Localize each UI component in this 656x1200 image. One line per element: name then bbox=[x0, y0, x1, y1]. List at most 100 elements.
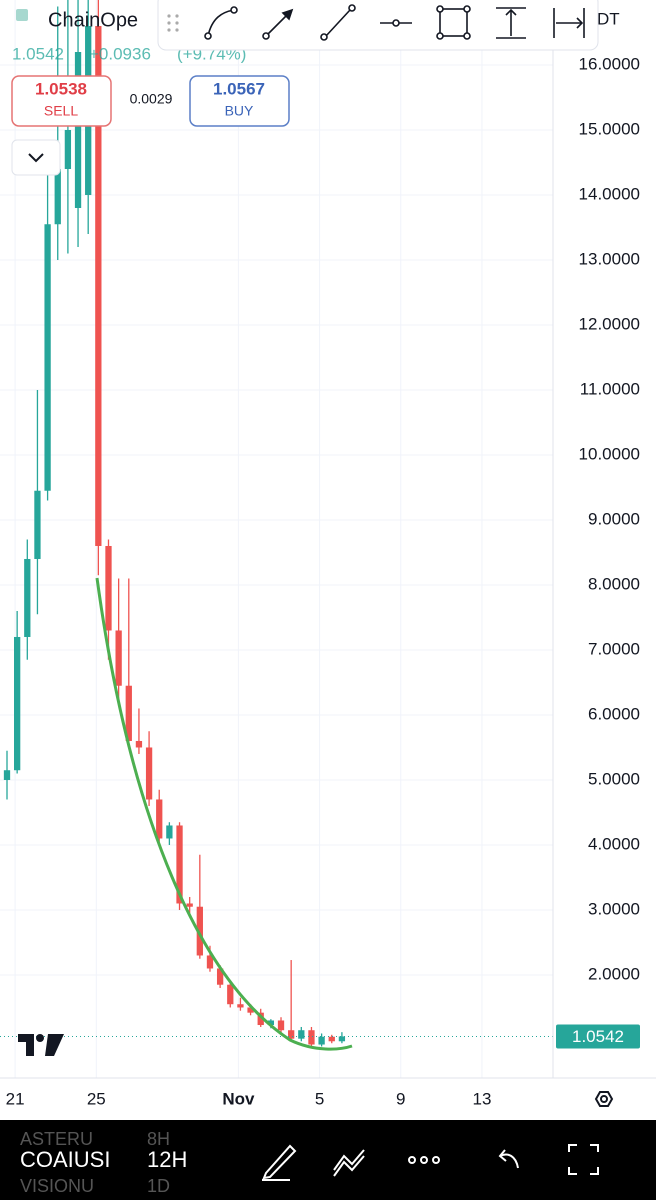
y-tick-label: 15.0000 bbox=[579, 119, 640, 138]
bottom-bar bbox=[0, 1120, 656, 1200]
candle-body bbox=[227, 984, 234, 1005]
y-tick-label: 3.0000 bbox=[588, 899, 640, 918]
y-tick-label: 14.0000 bbox=[579, 184, 640, 203]
candle-body bbox=[95, 25, 102, 546]
candle-body bbox=[288, 1030, 295, 1039]
buy-button[interactable]: 1.0567 BUY bbox=[189, 75, 290, 127]
curve-tool[interactable] bbox=[204, 6, 238, 40]
candle-body bbox=[125, 685, 132, 741]
date-range-tool[interactable] bbox=[553, 8, 585, 38]
symbol-picker[interactable]: ASTERU 8H COAIUSI 12H VISIONU 1D bbox=[20, 1129, 187, 1196]
candle-body bbox=[14, 636, 21, 771]
fullscreen-icon[interactable] bbox=[568, 1144, 599, 1175]
candle-body bbox=[145, 747, 153, 800]
indicators-icon[interactable] bbox=[333, 1149, 365, 1177]
y-tick-label: 5.0000 bbox=[588, 769, 640, 788]
tv-logo bbox=[18, 1034, 64, 1056]
price-range-tool[interactable] bbox=[496, 7, 526, 39]
draw-icon[interactable] bbox=[262, 1144, 297, 1181]
x-tick-label: 25 bbox=[87, 1089, 106, 1108]
y-tick-label: 6.0000 bbox=[588, 704, 640, 723]
curve-drawing bbox=[95, 577, 353, 1051]
x-tick-label: 21 bbox=[6, 1089, 25, 1108]
candle-body bbox=[237, 1004, 244, 1008]
candle-body bbox=[44, 224, 51, 491]
buy-price: 1.0567 bbox=[213, 79, 265, 98]
candle-body bbox=[277, 1020, 285, 1031]
candle-body bbox=[328, 1036, 335, 1042]
trend-line-tool[interactable] bbox=[320, 4, 356, 41]
candle-body bbox=[156, 799, 163, 839]
candle-body bbox=[267, 1020, 275, 1026]
y-tick-label: 11.0000 bbox=[580, 379, 640, 398]
candle-body bbox=[54, 168, 61, 225]
x-tick-label: 9 bbox=[396, 1089, 405, 1108]
more-icon[interactable] bbox=[408, 1156, 440, 1164]
candle-body bbox=[34, 490, 41, 559]
price-axis-bg bbox=[553, 0, 656, 1120]
y-tick-label: 9.0000 bbox=[588, 509, 640, 528]
sell-button[interactable]: 1.0538 SELL bbox=[11, 75, 112, 127]
horizontal-line-tool[interactable] bbox=[380, 19, 412, 27]
candle-body bbox=[216, 968, 224, 985]
candle-body bbox=[74, 51, 82, 208]
candle-body bbox=[64, 129, 72, 169]
candle-body bbox=[206, 955, 214, 969]
candle-body bbox=[196, 906, 203, 956]
settings-icon[interactable] bbox=[594, 1091, 614, 1107]
last-price-label: 1.0542 bbox=[572, 1027, 624, 1046]
toolbar-bg bbox=[157, 0, 599, 51]
time-axis-bg bbox=[0, 1078, 656, 1120]
y-tick-label: 2.0000 bbox=[588, 964, 640, 983]
y-tick-label: 16.0000 bbox=[579, 54, 640, 73]
axis-labels: 2.0000 3.0000 4.0000 5.0000 6.0000 7.0000 8.00… bbox=[6, 54, 640, 1108]
y-tick-label: 12.0000 bbox=[579, 314, 640, 333]
drawing-toolbar bbox=[157, 0, 599, 51]
x-tick-label: Nov bbox=[222, 1089, 255, 1108]
candle-body bbox=[3, 770, 11, 780]
picker-symbol: VISIONU bbox=[20, 1176, 94, 1196]
x-tick-label: 13 bbox=[472, 1089, 491, 1108]
rectangle-tool[interactable] bbox=[436, 5, 471, 40]
y-tick-label: 13.0000 bbox=[579, 249, 640, 268]
candle-body bbox=[176, 825, 183, 904]
picker-interval: 1D bbox=[147, 1176, 170, 1196]
candle-body bbox=[298, 1030, 305, 1039]
collapse-button[interactable] bbox=[11, 139, 61, 176]
y-tick-label: 10.0000 bbox=[579, 444, 640, 463]
candle-body bbox=[186, 903, 193, 907]
axes bbox=[0, 0, 656, 1120]
candle-body bbox=[318, 1036, 325, 1045]
candle-body bbox=[247, 1007, 254, 1013]
picker-symbol: COAIUSI bbox=[20, 1147, 110, 1172]
last-price: 1.0542 bbox=[12, 44, 64, 63]
grid bbox=[0, 0, 553, 1078]
toolbar-handle[interactable] bbox=[167, 14, 179, 32]
y-tick-label: 7.0000 bbox=[588, 639, 640, 658]
last-price-tag bbox=[556, 1024, 640, 1049]
picker-symbol: ASTERU bbox=[20, 1129, 93, 1149]
spread: 0.0029 bbox=[130, 91, 173, 107]
y-tick-label: 4.0000 bbox=[588, 834, 640, 853]
arrow-tool[interactable] bbox=[262, 8, 294, 40]
change: +0.0936 bbox=[89, 44, 151, 63]
candle-body bbox=[135, 740, 143, 748]
candle-body bbox=[257, 1012, 264, 1026]
picker-interval: 8H bbox=[147, 1129, 170, 1149]
candle-body bbox=[24, 558, 31, 637]
x-tick-label: 5 bbox=[315, 1089, 324, 1108]
symbol[interactable]: ChainOpe bbox=[48, 9, 138, 31]
plot-area bbox=[0, 0, 553, 1047]
candle-body bbox=[166, 825, 173, 839]
symbol-suffix: DT bbox=[597, 9, 620, 28]
undo-icon[interactable] bbox=[498, 1149, 519, 1169]
candle-body bbox=[308, 1030, 315, 1045]
candle-body bbox=[338, 1036, 346, 1042]
sell-label: SELL bbox=[44, 103, 78, 119]
candle-body bbox=[105, 545, 112, 631]
symbol-icon bbox=[16, 9, 28, 21]
sell-price: 1.0538 bbox=[35, 79, 87, 98]
picker-interval: 12H bbox=[147, 1147, 187, 1172]
